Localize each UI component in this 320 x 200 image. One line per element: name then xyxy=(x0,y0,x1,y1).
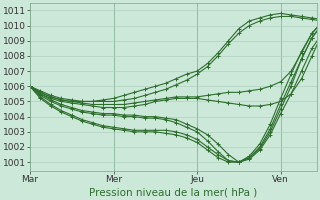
X-axis label: Pression niveau de la mer( hPa ): Pression niveau de la mer( hPa ) xyxy=(90,187,258,197)
